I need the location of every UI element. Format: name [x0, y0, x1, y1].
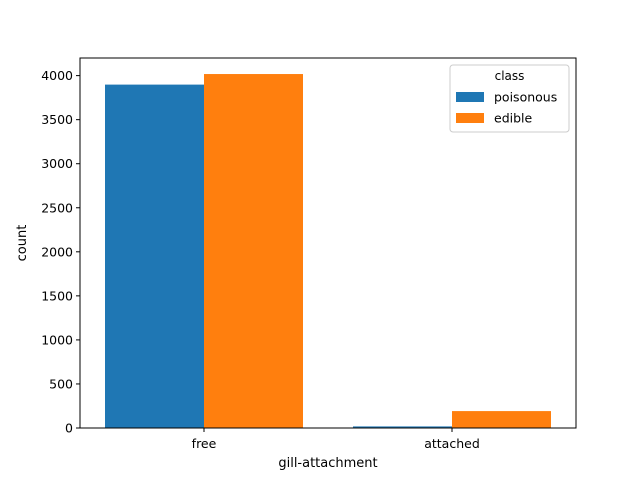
bars-layer: [105, 74, 551, 429]
legend-title: class: [495, 69, 525, 83]
y-tick-label: 2000: [41, 244, 73, 259]
x-axis: free attached: [192, 428, 480, 451]
plot-frame: [79, 57, 577, 429]
bar-edible-attached: [452, 411, 551, 428]
y-tick-label: 1500: [41, 288, 73, 303]
y-tick-label: 4000: [41, 68, 73, 83]
y-tick-label: 3500: [41, 112, 73, 127]
legend-swatch-edible: [456, 113, 484, 123]
y-tick-label: 0: [65, 421, 73, 436]
y-tick-label: 3000: [41, 156, 73, 171]
bar-poisonous-attached: [353, 426, 452, 428]
legend-label-edible: edible: [494, 111, 533, 126]
legend-items: poisonous edible: [456, 90, 557, 126]
y-tick-label: 2500: [41, 200, 73, 215]
x-axis-label: gill-attachment: [278, 456, 377, 471]
y-axis-label: count: [15, 225, 30, 262]
bar-poisonous-free: [105, 84, 204, 428]
legend: class poisonous edible: [449, 64, 570, 133]
legend-label-poisonous: poisonous: [494, 90, 557, 105]
y-tick-label: 500: [49, 376, 73, 391]
x-tick-label: attached: [424, 436, 480, 451]
legend-swatch-poisonous: [456, 92, 484, 102]
y-axis: 0 500 1000 1500 2000 2500 3000 3500 4000: [41, 68, 80, 436]
y-tick-label: 1000: [41, 332, 73, 347]
bar-edible-free: [204, 74, 303, 429]
x-tick-label: free: [192, 436, 217, 451]
